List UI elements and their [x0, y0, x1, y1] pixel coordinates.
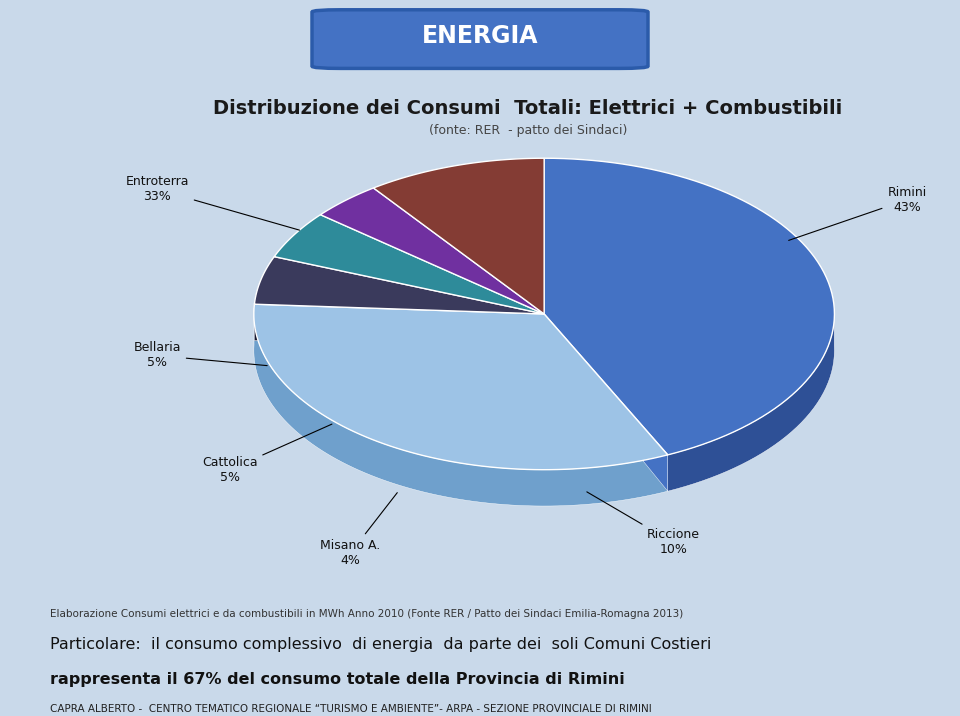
Text: ENERGIA: ENERGIA — [421, 24, 539, 48]
Text: Cattolica
5%: Cattolica 5% — [202, 424, 332, 484]
Text: CAPRA ALBERTO -  CENTRO TEMATICO REGIONALE “TURISMO E AMBIENTE”- ARPA - SEZIONE : CAPRA ALBERTO - CENTRO TEMATICO REGIONAL… — [50, 704, 652, 714]
Polygon shape — [321, 188, 544, 314]
Polygon shape — [275, 215, 544, 314]
Text: Elaborazione Consumi elettrici e da combustibili in MWh Anno 2010 (Fonte RER / P: Elaborazione Consumi elettrici e da comb… — [50, 609, 684, 619]
FancyBboxPatch shape — [312, 10, 648, 69]
Polygon shape — [254, 304, 544, 341]
Text: Misano A.
4%: Misano A. 4% — [321, 493, 397, 567]
Text: Riccione
10%: Riccione 10% — [587, 492, 700, 556]
Polygon shape — [544, 158, 834, 455]
Polygon shape — [254, 304, 544, 341]
Text: rappresenta il 67% del consumo totale della Provincia di Rimini: rappresenta il 67% del consumo totale de… — [50, 672, 625, 687]
Polygon shape — [544, 314, 668, 491]
Polygon shape — [544, 314, 668, 491]
Text: Particolare:  il consumo complessivo  di energia  da parte dei  soli Comuni Cost: Particolare: il consumo complessivo di e… — [50, 637, 711, 652]
Polygon shape — [668, 309, 834, 491]
Text: Distribuzione dei Consumi  Totali: Elettrici + Combustibili: Distribuzione dei Consumi Totali: Elettr… — [213, 99, 843, 117]
Polygon shape — [253, 304, 668, 470]
Text: (fonte: RER  - patto dei Sindaci): (fonte: RER - patto dei Sindaci) — [429, 125, 627, 137]
Polygon shape — [254, 256, 544, 314]
Text: Rimini
43%: Rimini 43% — [789, 185, 926, 241]
Polygon shape — [253, 309, 668, 506]
Polygon shape — [373, 158, 544, 314]
Text: Bellaria
5%: Bellaria 5% — [133, 342, 267, 369]
Text: Entroterra
33%: Entroterra 33% — [126, 175, 300, 230]
